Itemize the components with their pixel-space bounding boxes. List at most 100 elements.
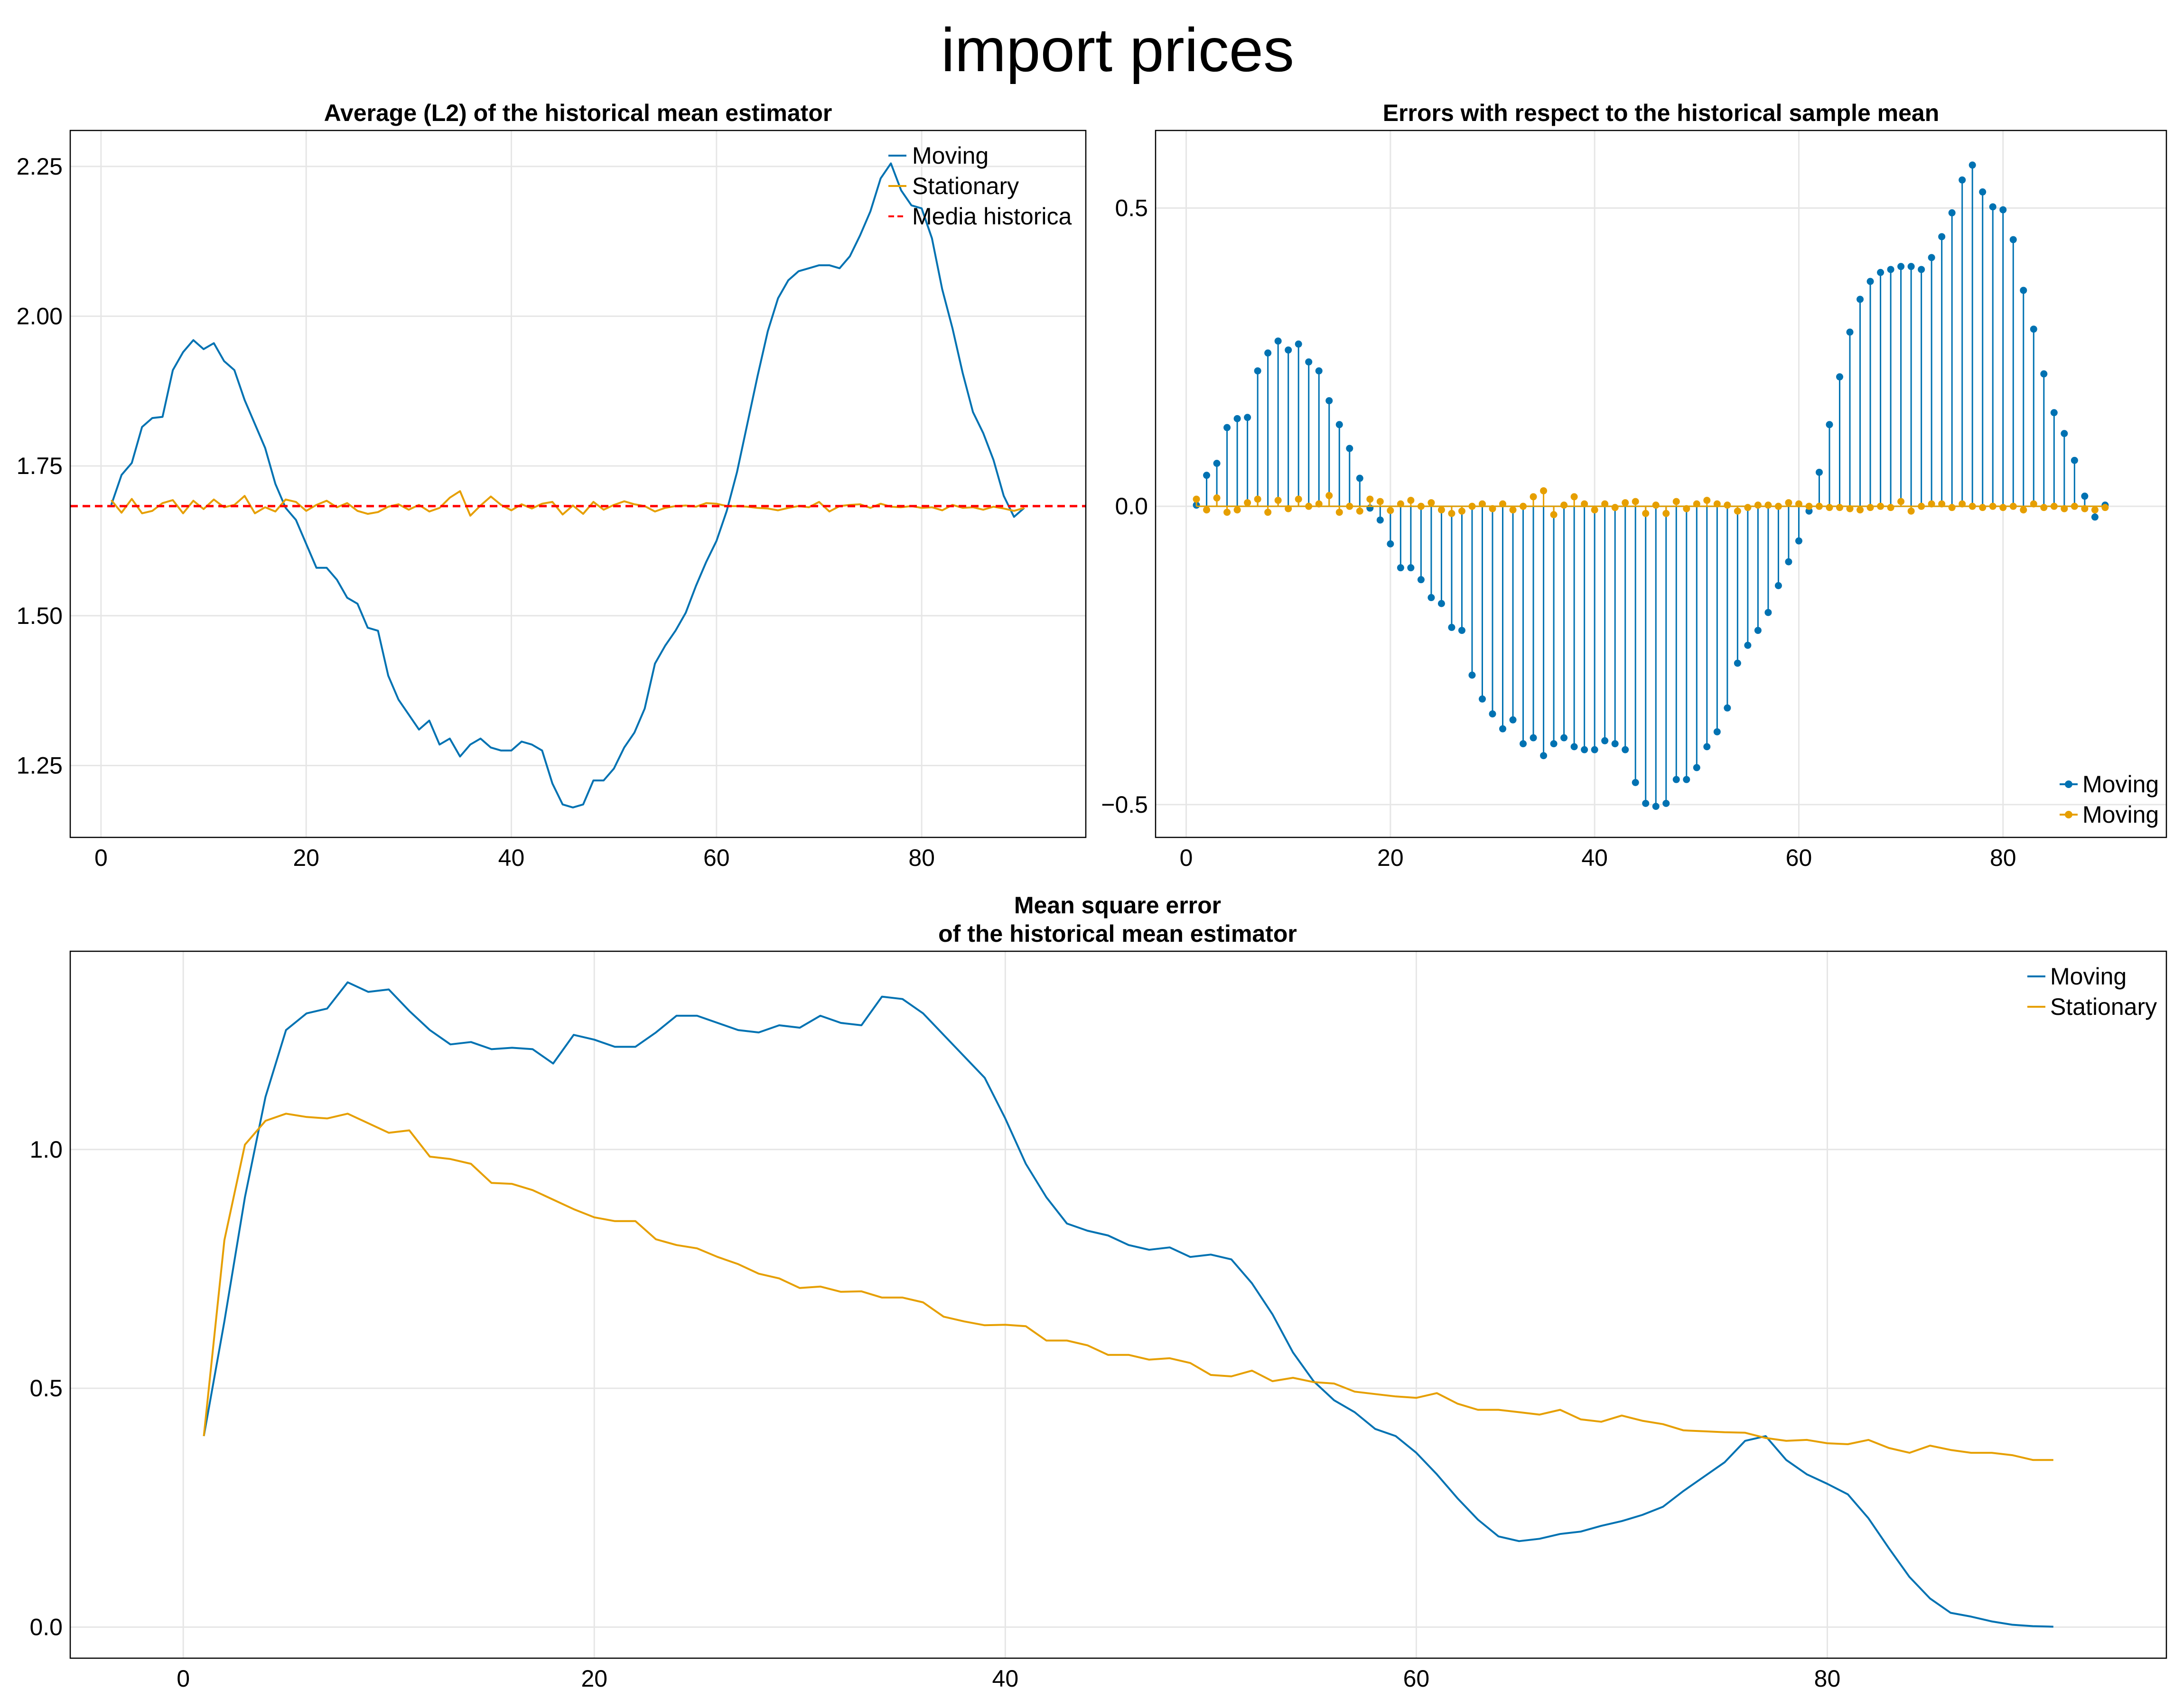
x-tick-label: 20 (293, 845, 319, 871)
stem-marker (1632, 498, 1639, 505)
series-moving-line (110, 162, 1025, 808)
stem-marker (1468, 502, 1476, 510)
stem-marker (1622, 499, 1629, 507)
stem-marker (1683, 776, 1690, 783)
stem-marker (1437, 600, 1445, 607)
stem-marker (1713, 500, 1721, 508)
stem-marker (1264, 349, 1272, 357)
stem-marker (1989, 203, 1996, 211)
stem-marker (1509, 716, 1517, 724)
stem-marker (2050, 502, 2058, 510)
stem-marker (1346, 445, 1353, 452)
stem-marker (1897, 263, 1905, 270)
legend-label-stationary-mse: Stationary (2050, 993, 2157, 1020)
stem-marker (1417, 502, 1425, 510)
stem-marker (1285, 346, 1292, 354)
series-stationary-line (203, 1113, 2053, 1461)
stem-marker (1774, 502, 1782, 510)
errors-chart-title: Errors with respect to the historical sa… (1383, 100, 1940, 126)
x-tick-label: 20 (581, 1665, 607, 1692)
mse-series (203, 981, 2053, 1628)
stem-marker (1693, 764, 1700, 771)
x-tick-label: 40 (992, 1665, 1019, 1692)
stem-marker (1968, 161, 1976, 169)
legend-label-moving: Moving (912, 142, 989, 169)
stem-marker (1703, 497, 1711, 504)
stem-marker (1815, 502, 1823, 510)
stem-marker (1734, 507, 1741, 515)
stem-marker (1744, 641, 1752, 649)
stem-marker (1366, 495, 1374, 503)
x-tick-label: 0 (94, 845, 108, 871)
stem-marker (1468, 671, 1476, 679)
stem-marker (1346, 502, 1353, 510)
average-l2-ticks: 0 20 40 60 80 1.25 1.50 1.75 2.00 2.25 (17, 153, 935, 871)
stem-marker (1989, 502, 1996, 510)
stem-marker (1622, 746, 1629, 753)
errors-ticks: 0 20 40 60 80 −0.5 0.0 0.5 (1101, 195, 2016, 871)
stem-marker (1295, 495, 1302, 503)
stem-marker (1233, 415, 1241, 422)
stem-marker (1285, 505, 1292, 512)
x-tick-label: 60 (1403, 1665, 1430, 1692)
x-tick-label: 40 (498, 845, 525, 871)
stem-marker (1193, 495, 1200, 503)
stem-marker (1376, 516, 1384, 524)
legend-marker-moving-2 (2065, 811, 2072, 818)
stem-marker (1774, 582, 1782, 589)
stem-marker (1887, 266, 1894, 273)
stem-marker (1305, 502, 1313, 510)
stem-marker (1223, 424, 1231, 431)
y-tick-label: −0.5 (1101, 791, 1148, 818)
stem-marker (1325, 492, 1333, 500)
stem-marker (2071, 502, 2078, 510)
stem-marker (1581, 746, 1588, 753)
stem-marker (1652, 803, 1660, 810)
series-moving-line (203, 981, 2053, 1628)
stem-marker (1846, 505, 1854, 512)
stem-marker (1407, 497, 1415, 504)
stem-marker (2020, 506, 2027, 514)
stem-marker (1928, 254, 1935, 261)
y-tick-label: 1.50 (17, 603, 63, 629)
errors-chart: Errors with respect to the historical sa… (1101, 100, 2167, 871)
stem-marker (1509, 506, 1517, 514)
stem-marker (1427, 594, 1435, 602)
stem-marker (1387, 540, 1394, 548)
stem-marker (1764, 501, 1772, 509)
stem-marker (1979, 188, 1987, 196)
stem-marker (2081, 492, 2089, 500)
stem-marker (1918, 266, 1925, 273)
stem-marker (1437, 506, 1445, 514)
stem-marker (1570, 493, 1578, 501)
x-tick-label: 60 (1786, 845, 1812, 871)
stem-marker (1795, 537, 1802, 545)
stem-marker (2040, 370, 2048, 378)
stem-marker (1335, 421, 1343, 428)
stem-marker (1815, 468, 1823, 476)
stem-marker (1887, 504, 1894, 511)
stem-marker (2061, 430, 2068, 437)
y-tick-label: 0.5 (29, 1375, 63, 1402)
series-stationary-line (110, 490, 1025, 517)
y-tick-label: 0.5 (1115, 195, 1148, 221)
stem-marker (1376, 498, 1384, 505)
legend-label-moving-mse: Moving (2050, 963, 2127, 990)
stem-marker (1356, 474, 1363, 482)
y-tick-label: 0.0 (1115, 493, 1148, 520)
stem-marker (1866, 504, 1874, 511)
stem-marker (1427, 499, 1435, 507)
stem-marker (2050, 409, 2058, 417)
stem-marker (1928, 500, 1935, 508)
stem-marker (1601, 737, 1609, 744)
stem-marker (1550, 740, 1558, 748)
stem-marker (1540, 752, 1548, 760)
stem-marker (1938, 500, 1946, 508)
stem-marker (2030, 500, 2037, 508)
stem-marker (1877, 502, 1884, 510)
stem-marker (1387, 507, 1394, 514)
stem-marker (1274, 337, 1282, 345)
stem-marker (1591, 746, 1598, 753)
stem-marker (1489, 710, 1496, 718)
